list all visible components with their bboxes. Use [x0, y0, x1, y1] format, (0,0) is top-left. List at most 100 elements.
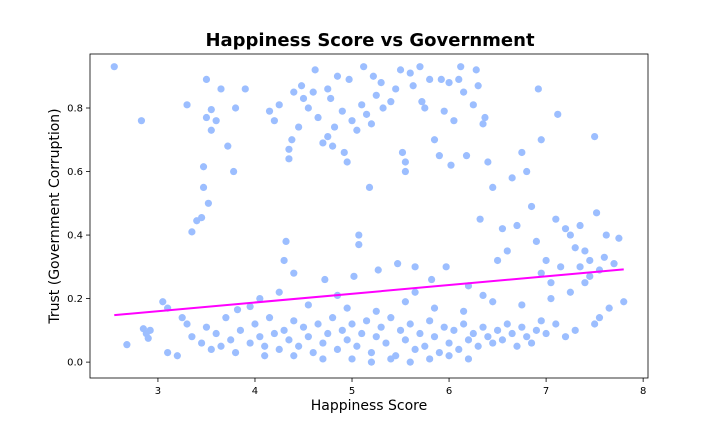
- scatter-point: [355, 240, 363, 249]
- scatter-point: [270, 117, 278, 125]
- scatter-point: [324, 132, 332, 141]
- scatter-point: [445, 339, 453, 347]
- scatter-point: [571, 244, 579, 252]
- scatter-point: [333, 72, 342, 80]
- scatter-point: [236, 326, 245, 334]
- scatter-point: [297, 82, 306, 90]
- scatter-point: [518, 323, 526, 331]
- scatter-point: [532, 326, 541, 334]
- scatter-point: [427, 275, 436, 284]
- scatter-point: [353, 342, 361, 350]
- scatter-point: [552, 320, 560, 328]
- scatter-point: [581, 247, 589, 255]
- scatter-point: [591, 320, 599, 328]
- scatter-point: [212, 117, 220, 125]
- scatter-point: [576, 221, 584, 230]
- scatter-point: [610, 260, 618, 268]
- scatter-point: [207, 345, 215, 354]
- scatter-point: [327, 94, 335, 103]
- scatter-point: [489, 183, 497, 192]
- scatter-point: [110, 63, 118, 71]
- scatter-point: [450, 117, 458, 125]
- scatter-point: [311, 66, 319, 74]
- y-tick-label: 0.4: [67, 231, 83, 242]
- trend-line: [114, 268, 624, 317]
- scatter-point: [401, 336, 409, 344]
- scatter-point: [353, 126, 361, 134]
- scatter-point: [595, 314, 604, 322]
- scatter-point: [319, 355, 327, 363]
- scatter-point: [592, 209, 601, 217]
- scatter-point: [532, 237, 541, 246]
- scatter-point: [620, 298, 628, 306]
- scatter-point: [285, 145, 293, 153]
- scatter-point: [513, 342, 521, 350]
- scatter-point: [418, 98, 426, 106]
- scatter-point: [377, 78, 385, 87]
- scatter-point: [460, 88, 468, 96]
- scatter-point: [537, 136, 545, 144]
- scatter-point: [372, 91, 380, 99]
- scatter-point: [503, 247, 511, 255]
- scatter-point: [561, 333, 570, 341]
- scatter-point: [542, 329, 550, 338]
- scatter-point: [137, 117, 146, 125]
- scatter-point: [469, 329, 477, 338]
- x-axis-label: Happiness Score: [311, 398, 428, 414]
- scatter-point: [304, 333, 312, 341]
- scatter-point: [416, 329, 424, 338]
- scatter-point: [542, 256, 550, 265]
- scatter-point: [217, 342, 225, 350]
- x-tick-label: 8: [640, 386, 646, 397]
- scatter-point: [379, 104, 387, 112]
- scatter-point: [406, 320, 414, 328]
- scatter-point: [338, 107, 346, 115]
- scatter-point: [440, 107, 448, 115]
- scatter-point: [159, 298, 167, 306]
- scatter-point: [445, 352, 453, 360]
- scatter-point: [338, 326, 346, 334]
- scatter-point: [503, 320, 511, 328]
- scatter-point: [437, 75, 445, 84]
- scatter-point: [455, 345, 463, 354]
- scatter-point: [358, 101, 366, 109]
- scatter-point: [508, 329, 516, 338]
- scatter-point: [227, 336, 235, 344]
- scatter-point: [348, 320, 356, 328]
- scatter-point: [348, 117, 356, 125]
- scatter-point: [309, 348, 317, 357]
- scatter-point: [207, 105, 215, 114]
- scatter-point: [304, 104, 312, 112]
- scatter-point: [202, 75, 211, 84]
- scatter-point: [164, 348, 172, 357]
- scatter-point: [372, 307, 380, 315]
- scatter-point: [426, 317, 434, 325]
- y-axis-label: Trust (Government Corruption): [47, 108, 63, 324]
- scatter-point: [231, 348, 240, 357]
- scatter-point: [576, 263, 584, 271]
- scatter-point: [374, 266, 382, 274]
- scatter-point: [426, 355, 434, 363]
- scatter-point: [295, 123, 303, 131]
- scatter-point: [481, 113, 489, 122]
- scatter-point: [280, 326, 288, 334]
- scatter-point: [392, 85, 400, 93]
- scatter-point: [290, 269, 298, 277]
- scatter-point: [355, 231, 363, 239]
- scatter-point: [362, 317, 371, 325]
- scatter-point: [421, 104, 429, 112]
- chart-title: Happiness Score vs Government: [205, 30, 534, 51]
- scatter-point: [345, 75, 353, 84]
- scatter-point: [288, 136, 296, 144]
- scatter-point: [474, 82, 482, 90]
- scatter-point: [207, 126, 215, 134]
- scatter-point: [552, 215, 560, 223]
- scatter-point: [554, 110, 562, 118]
- scatter-point: [450, 326, 458, 334]
- scatter-point: [256, 294, 264, 303]
- scatter-point: [445, 78, 453, 87]
- scatter-point: [479, 120, 487, 128]
- scatter-point: [233, 306, 242, 314]
- scatter-point: [382, 339, 390, 347]
